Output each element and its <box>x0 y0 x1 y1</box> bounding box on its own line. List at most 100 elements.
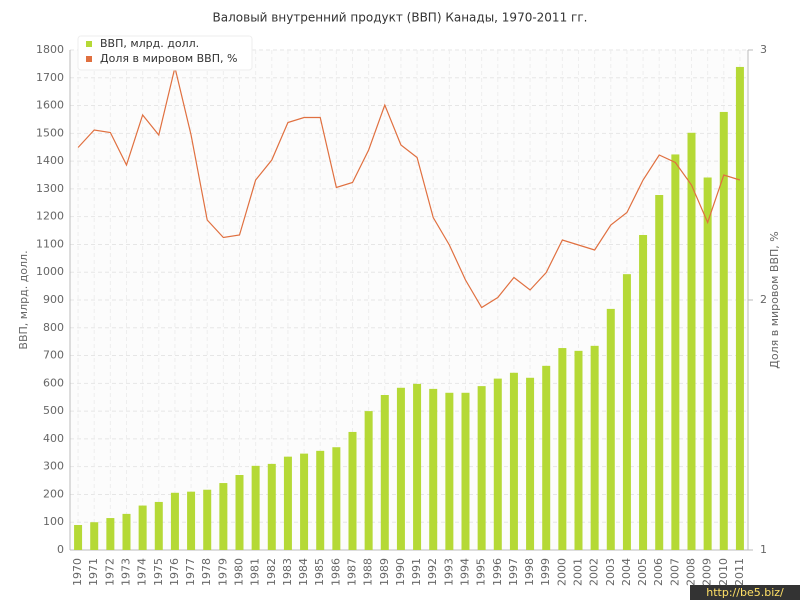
legend-label: Доля в мировом ВВП, % <box>100 52 237 65</box>
x-tick-label: 1973 <box>120 558 133 586</box>
y-tick-label: 0 <box>57 543 64 556</box>
x-tick-label: 2003 <box>604 558 617 586</box>
bar <box>74 525 83 550</box>
bar <box>90 522 99 550</box>
x-tick-label: 1977 <box>184 558 197 586</box>
y-tick-label: 200 <box>43 487 64 500</box>
x-tick-label: 2009 <box>701 558 714 586</box>
bar <box>655 195 664 550</box>
x-tick-label: 1988 <box>362 558 375 586</box>
y-tick-label: 1500 <box>36 126 64 139</box>
y-tick-label: 300 <box>43 460 64 473</box>
x-tick-label: 2008 <box>685 558 698 586</box>
x-tick-label: 1976 <box>168 558 181 586</box>
y-tick-label: 1400 <box>36 154 64 167</box>
x-tick-label: 1971 <box>87 558 100 586</box>
bar <box>639 235 648 550</box>
x-tick-label: 1986 <box>329 558 342 586</box>
bar <box>558 348 567 550</box>
x-tick-label: 1990 <box>394 558 407 586</box>
bar <box>509 372 518 550</box>
x-tick-label: 2007 <box>668 558 681 586</box>
watermark-bg <box>690 585 800 600</box>
x-tick-label: 1978 <box>200 558 213 586</box>
x-tick-label: 1999 <box>539 558 552 586</box>
x-tick-label: 2010 <box>717 558 730 586</box>
y-tick-label: 1600 <box>36 99 64 112</box>
x-tick-label: 1975 <box>152 558 165 586</box>
x-tick-label: 1980 <box>233 558 246 586</box>
bar <box>622 274 631 550</box>
bar <box>574 350 583 550</box>
bar <box>235 475 244 550</box>
y-tick-label: 1800 <box>36 43 64 56</box>
y2-tick-label: 1 <box>760 543 767 556</box>
x-tick-label: 1974 <box>136 558 149 586</box>
bar <box>429 388 438 550</box>
bar <box>122 513 131 550</box>
y-tick-label: 700 <box>43 349 64 362</box>
bar <box>138 505 147 550</box>
x-tick-label: 1989 <box>378 558 391 586</box>
bar <box>348 431 357 550</box>
bar <box>154 501 163 550</box>
line <box>77 67 741 309</box>
x-tick-label: 1981 <box>249 558 262 586</box>
bar <box>542 365 551 550</box>
bar <box>493 378 502 550</box>
bar <box>735 66 744 550</box>
bar <box>413 383 422 550</box>
y2-axis-label: Доля в мировом ВВП, % <box>768 231 781 368</box>
y-tick-label: 100 <box>43 515 64 528</box>
bar <box>203 489 212 550</box>
bar <box>316 450 325 550</box>
bar <box>170 492 179 550</box>
bar <box>590 345 599 550</box>
y-tick-label: 1000 <box>36 265 64 278</box>
bar <box>703 177 712 550</box>
y-tick-label: 1700 <box>36 71 64 84</box>
bar <box>300 453 309 550</box>
x-tick-label: 1987 <box>346 558 359 586</box>
bar <box>687 132 696 550</box>
y-tick-label: 500 <box>43 404 64 417</box>
y-tick-label: 800 <box>43 321 64 334</box>
legend-marker <box>86 41 92 47</box>
x-tick-label: 1970 <box>71 558 84 586</box>
bar <box>526 377 535 550</box>
x-tick-label: 1979 <box>216 558 229 586</box>
legend-box <box>77 35 253 71</box>
y-axis-label: ВВП, млрд. долл. <box>17 250 30 349</box>
x-tick-label: 2011 <box>733 558 746 586</box>
bar <box>283 456 292 550</box>
bar <box>461 392 470 550</box>
bar <box>445 392 454 550</box>
x-tick-label: 2004 <box>620 558 633 586</box>
x-tick-label: 2006 <box>652 558 665 586</box>
x-tick-label: 1996 <box>491 558 504 586</box>
x-tick-label: 1995 <box>475 558 488 586</box>
bar <box>477 386 486 550</box>
bar <box>606 308 615 550</box>
y-tick-label: 600 <box>43 376 64 389</box>
chart-title: Валовый внутренний продукт (ВВП) Канады,… <box>213 11 588 25</box>
y-tick-label: 1200 <box>36 210 64 223</box>
bar <box>219 483 228 550</box>
y-tick-label: 400 <box>43 432 64 445</box>
bar <box>719 111 728 550</box>
y-tick-label: 900 <box>43 293 64 306</box>
bar <box>251 465 260 550</box>
bar <box>187 491 196 550</box>
bar <box>364 411 373 550</box>
x-tick-label: 2005 <box>636 558 649 586</box>
x-tick-label: 1983 <box>281 558 294 586</box>
y-tick-label: 1100 <box>36 237 64 250</box>
bar <box>267 463 276 550</box>
y2-tick-label: 3 <box>760 43 767 56</box>
x-tick-label: 2002 <box>588 558 601 586</box>
bar <box>106 518 115 550</box>
x-tick-label: 1998 <box>523 558 536 586</box>
x-tick-label: 2000 <box>555 558 568 586</box>
bar <box>380 395 389 550</box>
